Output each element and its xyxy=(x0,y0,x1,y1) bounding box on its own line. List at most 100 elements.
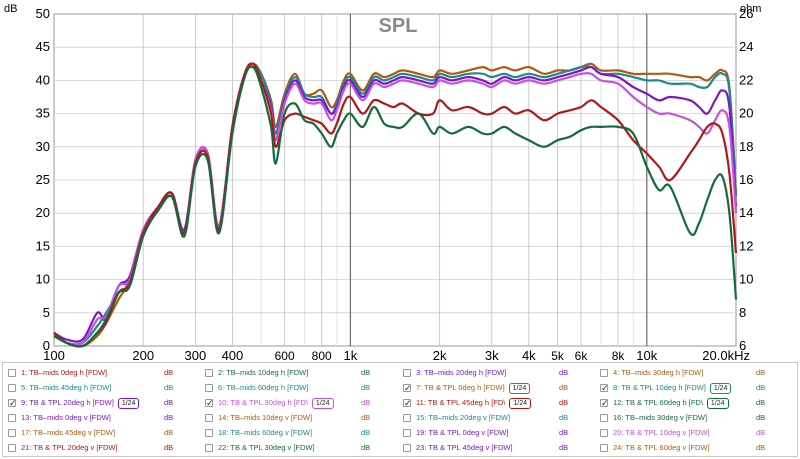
legend-item[interactable]: 6: TB–mids 60deg h [FDW] xyxy=(205,381,308,395)
legend-unit: dB xyxy=(361,443,371,452)
y2-tick-label: 6 xyxy=(739,338,746,353)
legend-checkbox[interactable] xyxy=(600,396,609,410)
legend-unit: dB xyxy=(756,443,766,452)
legend-checkbox[interactable] xyxy=(403,414,411,422)
y-tick-label: 30 xyxy=(36,139,50,154)
legend-label: 2: TB–mids 10deg h [FDW] xyxy=(218,368,309,377)
legend-label: 13: TB–mids 0deg v [FDW] xyxy=(21,413,111,422)
legend-label: 18: TB–mids 60deg v [FDW] xyxy=(218,428,313,437)
y-axis-unit: dB xyxy=(4,3,17,15)
legend-item[interactable]: 8: TB & TPL 10deg h [FDW]1/24 xyxy=(600,381,732,395)
legend-unit: dB xyxy=(756,398,766,407)
y2-axis-unit: ohm xyxy=(740,3,761,15)
smoothing-badge[interactable]: 1/24 xyxy=(508,382,531,394)
y2-tick-label: 26 xyxy=(739,6,753,21)
legend-unit: dB xyxy=(559,383,569,392)
legend-item[interactable]: 13: TB–mids 0deg v [FDW] xyxy=(8,411,111,425)
legend-item[interactable]: 17: TB–mids 45deg v [FDW] xyxy=(8,426,115,440)
legend-label: 14: TB–mids 10deg v [FDW] xyxy=(218,413,313,422)
smoothing-badge[interactable]: 1/24 xyxy=(509,397,531,409)
legend-unit: dB xyxy=(756,428,766,437)
legend-label: 7: TB & TPL 0deg h [FDW] xyxy=(416,383,505,392)
chart-title: SPL xyxy=(379,15,418,37)
x-tick-label: 8k xyxy=(612,349,626,363)
legend-checkbox[interactable] xyxy=(600,369,608,377)
legend-item[interactable]: 22: TB & TPL 30deg v [FDW] xyxy=(205,441,315,455)
y-tick-label: 0 xyxy=(43,338,50,353)
x-tick-label: 100 xyxy=(43,348,65,363)
legend-item[interactable]: 7: TB & TPL 0deg h [FDW]1/24 xyxy=(403,381,531,395)
legend-item[interactable]: 19: TB & TPL 0deg v [FDW] xyxy=(403,426,508,440)
legend-item[interactable]: 21: TB & TPL 20deg v [FDW] xyxy=(8,441,118,455)
y2-tick-label: 22 xyxy=(739,72,753,87)
legend-checkbox[interactable] xyxy=(205,369,213,377)
legend-item[interactable]: 16: TB–mids 30deg v [FDW] xyxy=(600,411,707,425)
legend-unit: dB xyxy=(164,398,174,407)
legend-label: 10: TB & TPL 30deg h [FD\ xyxy=(218,398,308,407)
legend-checkbox[interactable] xyxy=(600,414,608,422)
legend-checkbox[interactable] xyxy=(600,381,609,395)
legend-checkbox[interactable] xyxy=(8,429,16,437)
legend-item[interactable]: 10: TB & TPL 30deg h [FD\1/24 xyxy=(205,396,334,410)
legend-item[interactable]: 15: TB–mids 20deg v [FDW] xyxy=(403,411,510,425)
legend-label: 15: TB–mids 20deg v [FDW] xyxy=(416,413,511,422)
legend-item[interactable]: 24: TB & TPL 60deg v [FDW] xyxy=(600,441,710,455)
legend-unit: dB xyxy=(756,368,766,377)
legend-checkbox[interactable] xyxy=(403,369,411,377)
legend-checkbox[interactable] xyxy=(403,396,412,410)
x-tick-label: 10k xyxy=(636,348,657,363)
legend-checkbox[interactable] xyxy=(8,444,16,452)
legend-checkbox[interactable] xyxy=(8,369,16,377)
y2-tick-label: 16 xyxy=(739,172,753,187)
legend-item[interactable]: 14: TB–mids 10deg v [FDW] xyxy=(205,411,312,425)
legend-label: 1: TB–mids 0deg h [FDW] xyxy=(21,368,108,377)
legend-checkbox[interactable] xyxy=(8,414,16,422)
legend-checkbox[interactable] xyxy=(205,444,213,452)
x-tick-label: 400 xyxy=(222,348,244,363)
legend-item[interactable]: 12: TB & TPL 60deg h [FD\1/24 xyxy=(600,396,729,410)
legend-unit: dB xyxy=(559,428,569,437)
legend-unit: dB xyxy=(559,413,569,422)
x-tick-label: 800 xyxy=(312,349,332,363)
legend-unit: dB xyxy=(559,443,569,452)
legend-checkbox[interactable] xyxy=(205,429,213,437)
legend-checkbox[interactable] xyxy=(403,381,412,395)
legend-checkbox[interactable] xyxy=(205,396,214,410)
legend-unit: dB xyxy=(361,413,371,422)
legend-item[interactable]: 1: TB–mids 0deg h [FDW] xyxy=(8,366,107,380)
legend-item[interactable]: 18: TB–mids 60deg v [FDW] xyxy=(205,426,312,440)
y2-tick-label: 10 xyxy=(739,272,753,287)
smoothing-badge[interactable]: 1/24 xyxy=(706,397,729,409)
legend-item[interactable]: 5: TB–mids 45deg h [FDW] xyxy=(8,381,111,395)
x-tick-label: 1k xyxy=(344,348,358,363)
legend-label: 17: TB–mids 45deg v [FDW] xyxy=(21,428,116,437)
legend-item[interactable]: 4: TB–mids 30deg h [FDW] xyxy=(600,366,703,380)
legend-unit: dB xyxy=(164,383,174,392)
legend-checkbox[interactable] xyxy=(8,384,16,392)
legend-checkbox[interactable] xyxy=(8,396,17,410)
legend-item[interactable]: 20: TB & TPL 10deg v [FDW] xyxy=(600,426,710,440)
legend-checkbox[interactable] xyxy=(205,414,213,422)
smoothing-badge[interactable]: 1/24 xyxy=(117,397,140,409)
legend-label: 8: TB & TPL 10deg h [FDW] xyxy=(613,383,706,392)
x-tick-label: 200 xyxy=(132,348,154,363)
y-tick-label: 15 xyxy=(36,238,50,253)
legend-checkbox[interactable] xyxy=(205,384,213,392)
smoothing-badge[interactable]: 1/24 xyxy=(311,397,334,409)
legend-item[interactable]: 23: TB & TPL 45deg v [FDW] xyxy=(403,441,513,455)
legend-checkbox[interactable] xyxy=(403,429,411,437)
legend-label: 20: TB & TPL 10deg v [FDW] xyxy=(613,428,710,437)
legend-label: 23: TB & TPL 45deg v [FDW] xyxy=(416,443,513,452)
smoothing-badge[interactable]: 1/24 xyxy=(709,382,732,394)
legend-checkbox[interactable] xyxy=(600,444,608,452)
legend-checkbox[interactable] xyxy=(600,429,608,437)
legend-unit: dB xyxy=(559,398,569,407)
legend-item[interactable]: 3: TB–mids 20deg h [FDW] xyxy=(403,366,506,380)
legend-item[interactable]: 2: TB–mids 10deg h [FDW] xyxy=(205,366,308,380)
legend-item[interactable]: 9: TB & TPL 20deg h [FDW]1/24 xyxy=(8,396,140,410)
legend-checkbox[interactable] xyxy=(403,444,411,452)
legend-label: 11: TB & TPL 45deg h [FD\ xyxy=(416,398,506,407)
x-tick-label: 20.0kHz xyxy=(702,348,750,363)
series-line-6 xyxy=(53,65,738,348)
legend-item[interactable]: 11: TB & TPL 45deg h [FD\1/24 xyxy=(403,396,531,410)
